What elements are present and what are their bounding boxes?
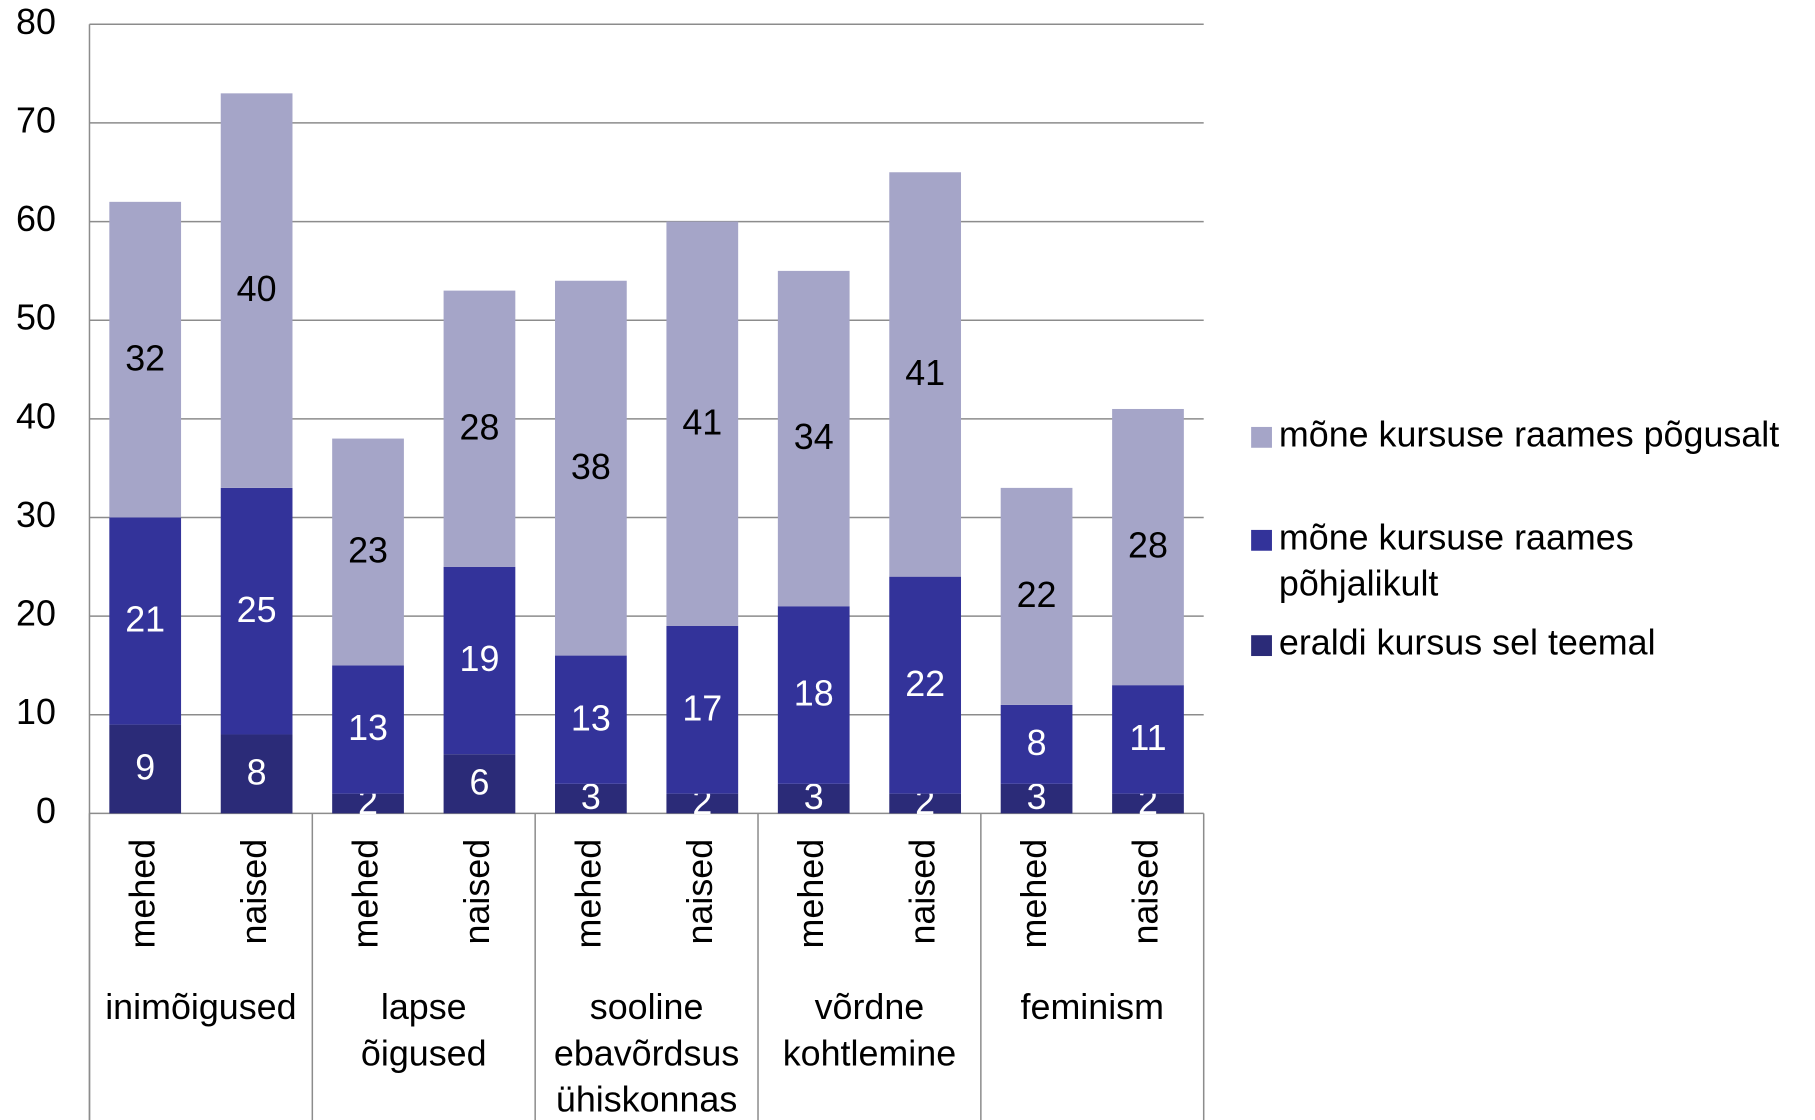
bar-segment <box>555 280 627 656</box>
group-label: lapse õigused <box>361 988 487 1074</box>
value-label: 8 <box>1027 723 1047 763</box>
value-label: 11 <box>1129 718 1166 758</box>
bar-segment <box>1000 704 1073 784</box>
value-label: 25 <box>237 590 277 630</box>
bar-segment <box>889 172 962 577</box>
value-label: 22 <box>1017 575 1057 615</box>
bar-segment <box>889 793 962 814</box>
group-label: feminism <box>1021 988 1164 1028</box>
value-label: 6 <box>469 762 489 802</box>
group-label: inimõigused <box>105 988 296 1028</box>
legend-swatch <box>1251 635 1272 657</box>
value-label: 18 <box>794 674 834 714</box>
value-label: 3 <box>804 777 824 817</box>
y-tick-label: 10 <box>16 692 56 732</box>
x-tick-label: mehed <box>568 839 608 949</box>
x-tick-label: mehed <box>1014 839 1054 949</box>
bar-segment <box>220 93 293 488</box>
value-label: 40 <box>237 269 277 309</box>
bar-segment <box>555 783 627 814</box>
value-label: 19 <box>460 639 500 679</box>
y-tick-label: 40 <box>16 396 56 436</box>
value-label: 3 <box>581 777 601 817</box>
x-tick-label: mehed <box>346 839 386 949</box>
bar-segment <box>443 290 516 567</box>
x-tick-label: naised <box>680 839 720 945</box>
bar-segment <box>109 517 182 725</box>
bar-segment <box>332 665 404 794</box>
value-label: 32 <box>125 338 165 378</box>
value-label: 23 <box>348 531 388 571</box>
group-label: võrdne kohtlemine <box>783 988 956 1074</box>
bar-segment <box>1112 793 1184 814</box>
bar-segment <box>109 724 182 814</box>
bar-segment <box>777 606 850 784</box>
bar-segment <box>332 793 404 814</box>
bar-segment <box>443 754 516 814</box>
value-label: 34 <box>794 417 834 457</box>
bar-segment <box>666 793 739 814</box>
x-tick-label: naised <box>457 839 497 945</box>
bar-segment <box>1000 487 1073 705</box>
value-label: 38 <box>571 447 611 487</box>
legend-label: mõne kursuse raames põhjalikult <box>1279 518 1634 604</box>
y-tick-label: 30 <box>16 495 56 535</box>
value-label: 13 <box>571 698 611 738</box>
value-label: 22 <box>905 664 945 704</box>
bar-segment <box>666 221 739 626</box>
bar-segment <box>666 625 739 794</box>
y-tick-label: 20 <box>16 594 56 634</box>
legend-swatch <box>1251 426 1272 448</box>
value-label: 28 <box>460 407 500 447</box>
group-label: sooline ebavõrdsus ühiskonnas <box>554 988 739 1120</box>
value-label: 21 <box>125 600 165 640</box>
value-label: 8 <box>247 753 267 793</box>
value-label: 13 <box>348 708 388 748</box>
y-tick-label: 0 <box>36 791 56 831</box>
y-tick-label: 60 <box>16 199 56 239</box>
x-tick-label: mehed <box>123 839 163 949</box>
bar-segment <box>109 201 182 518</box>
bar-segment <box>220 734 293 814</box>
bar-segment <box>1000 783 1073 814</box>
bar-segment <box>777 270 850 607</box>
legend-label: mõne kursuse raames põgusalt <box>1279 415 1779 455</box>
value-label: 9 <box>135 748 155 788</box>
bar-segment <box>889 576 962 794</box>
value-label: 41 <box>905 353 945 393</box>
value-label: 41 <box>682 402 722 442</box>
bar-segment <box>443 566 516 755</box>
x-tick-label: mehed <box>791 839 831 949</box>
bar-segment <box>220 487 293 735</box>
bar-segment <box>1112 408 1184 686</box>
y-tick-label: 80 <box>16 2 56 42</box>
y-tick-label: 50 <box>16 298 56 338</box>
bar-segment <box>1112 685 1184 794</box>
bar-segment <box>555 655 627 784</box>
x-tick-label: naised <box>1125 839 1165 945</box>
value-label: 28 <box>1128 526 1168 566</box>
y-tick-label: 70 <box>16 100 56 140</box>
bar-segment <box>777 783 850 814</box>
x-tick-label: naised <box>903 839 943 945</box>
value-label: 3 <box>1027 777 1047 817</box>
legend-label: eraldi kursus sel teemal <box>1279 623 1656 663</box>
value-label: 17 <box>682 688 722 728</box>
legend-swatch <box>1251 529 1272 551</box>
x-tick-label: naised <box>234 839 274 945</box>
bar-segment <box>332 438 404 666</box>
